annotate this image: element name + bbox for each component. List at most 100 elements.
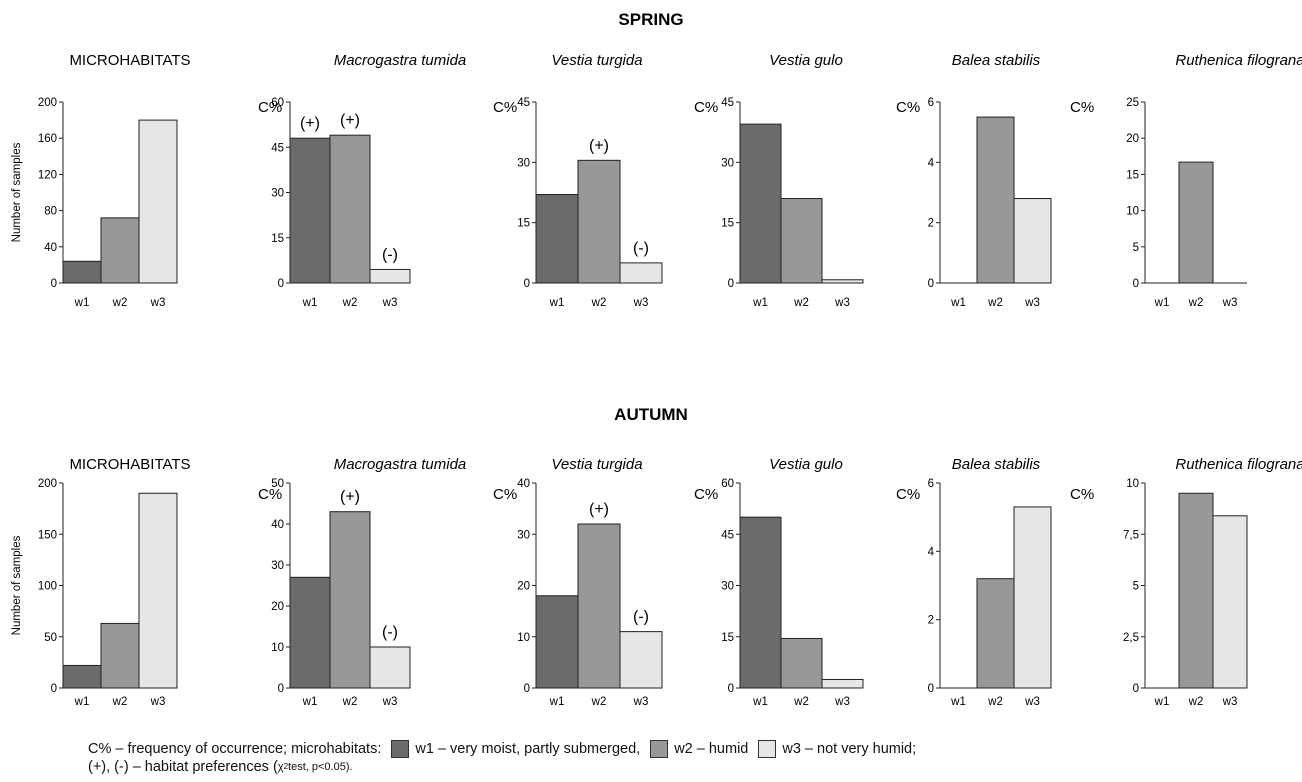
spring-macrogastra-tumida-annotation-w3: (-) [382, 246, 398, 263]
spring-balea-stabilis-ytick-label: 6 [928, 97, 934, 109]
autumn-ruthenica-filograna-xtick-w2: w2 [1188, 696, 1204, 708]
spring-macrogastra-tumida-xtick-w3: w3 [382, 297, 398, 309]
spring-balea-stabilis-bar-w3 [1013, 198, 1052, 284]
autumn-microhabitats-xtick-w1: w1 [74, 696, 90, 708]
spring-balea-stabilis-ytick-label: 2 [928, 218, 934, 230]
autumn-vestia-turgida-ytick-label: 30 [517, 529, 530, 541]
spring-balea-stabilis-xtick-w2: w2 [987, 297, 1003, 309]
autumn-microhabitats-title: MICROHABITATS [69, 456, 190, 473]
legend-swatch-w3 [758, 740, 777, 758]
legend-line-2: (+), (-) – habitat preferences (χ 2 test,… [88, 758, 916, 776]
autumn-microhabitats-ytick-label: 200 [38, 478, 57, 490]
spring-macrogastra-tumida-annotation-w1: (+) [300, 115, 320, 132]
autumn-microhabitats-ytick-label: 0 [51, 683, 57, 695]
autumn-macrogastra-tumida-annotation-w2: (+) [340, 489, 360, 506]
legend-preferences: (+), (-) – habitat preferences ( [88, 759, 278, 775]
spring-vestia-turgida-xtick-w2: w2 [591, 297, 607, 309]
autumn-ruthenica-filograna-title: Ruthenica filograna [1175, 456, 1302, 473]
autumn-microhabitats-bar-w1 [62, 664, 102, 689]
autumn-macrogastra-tumida-ytick-label: 0 [278, 683, 284, 695]
spring-macrogastra-tumida-ytick-label: 0 [278, 278, 284, 290]
spring-macrogastra-tumida-ytick-label: 15 [271, 233, 284, 245]
autumn-microhabitats-xtick-w3: w3 [150, 696, 166, 708]
autumn-vestia-turgida-annotation-w3: (-) [633, 609, 649, 626]
autumn-balea-stabilis-ytick-label: 4 [928, 546, 935, 558]
spring-balea-stabilis-xtick-w3: w3 [1024, 297, 1040, 309]
autumn-microhabitats-ytick-label: 50 [44, 632, 57, 644]
spring-microhabitats-ytick-label: 200 [38, 97, 57, 109]
autumn-ruthenica-filograna-xtick-w3: w3 [1222, 696, 1238, 708]
spring-ruthenica-filograna-ytick-label: 5 [1133, 242, 1139, 254]
autumn-macrogastra-tumida-bar-w1 [289, 576, 331, 689]
autumn-macrogastra-tumida-ytick-label: 50 [271, 478, 284, 490]
autumn-vestia-turgida-ytick-label: 20 [517, 581, 530, 593]
spring-vestia-turgida-bar-w2 [577, 159, 621, 284]
autumn-vestia-gulo-ylabel: C% [694, 486, 718, 503]
spring-vestia-gulo-ytick-label: 45 [721, 97, 734, 109]
autumn-balea-stabilis-xtick-w1: w1 [950, 696, 966, 708]
spring-microhabitats-bar-w3 [138, 119, 178, 284]
autumn-vestia-turgida-bar-w3 [619, 631, 663, 689]
spring-vestia-gulo-xtick-w2: w2 [793, 297, 809, 309]
spring-vestia-gulo-bar-w1 [739, 123, 782, 284]
legend-swatch-w1 [391, 740, 410, 758]
autumn-microhabitats-bar-w3 [138, 492, 178, 689]
spring-vestia-gulo-ytick-label: 0 [728, 278, 734, 290]
autumn-microhabitats-xtick-w2: w2 [112, 696, 128, 708]
autumn-ruthenica-filograna-ytick-label: 2,5 [1123, 632, 1139, 644]
autumn-microhabitats-ylabel: Number of samples [11, 535, 23, 635]
autumn-macrogastra-tumida-ytick-label: 20 [271, 601, 284, 613]
spring-macrogastra-tumida-bar-w3 [369, 268, 411, 284]
spring-microhabitats-bar-w1 [62, 260, 102, 284]
autumn-balea-stabilis-ytick-label: 6 [928, 478, 934, 490]
autumn-macrogastra-tumida-annotation-w3: (-) [382, 624, 398, 641]
autumn-vestia-turgida-title: Vestia turgida [551, 456, 642, 473]
spring-macrogastra-tumida-ytick-label: 45 [271, 142, 284, 154]
autumn-vestia-gulo-bar-w3 [821, 678, 864, 689]
autumn-balea-stabilis-title: Balea stabilis [952, 456, 1041, 473]
autumn-ruthenica-filograna-ytick-label: 10 [1126, 478, 1139, 490]
autumn-vestia-gulo-xtick-w2: w2 [793, 696, 809, 708]
spring-vestia-turgida-xtick-w1: w1 [549, 297, 565, 309]
figure-svg: SPRING AUTUMN MICROHABITATS Number of sampl… [11, 10, 1302, 708]
spring-balea-stabilis-ytick-label: 4 [928, 157, 935, 169]
legend: C% – frequency of occurrence; microhabit… [88, 740, 916, 776]
legend-chi: χ [277, 761, 284, 773]
spring-macrogastra-tumida-ytick-label: 60 [271, 97, 284, 109]
spring-vestia-turgida-annotation-w2: (+) [589, 137, 609, 154]
autumn-ruthenica-filograna-ytick-label: 7,5 [1123, 529, 1139, 541]
spring-ruthenica-filograna-xtick-w2: w2 [1188, 297, 1204, 309]
autumn-ruthenica-filograna-bar-w3 [1212, 515, 1248, 689]
autumn-vestia-gulo-ytick-label: 60 [721, 478, 734, 490]
autumn-balea-stabilis-ytick-label: 0 [928, 683, 934, 695]
autumn-vestia-gulo-ytick-label: 0 [728, 683, 734, 695]
spring-ruthenica-filograna-ylabel: C% [1070, 99, 1094, 116]
autumn-macrogastra-tumida-xtick-w2: w2 [342, 696, 358, 708]
autumn-vestia-turgida-xtick-w3: w3 [633, 696, 649, 708]
autumn-balea-stabilis-ytick-label: 2 [928, 615, 934, 627]
spring-ruthenica-filograna-title: Ruthenica filograna [1175, 52, 1302, 69]
spring-vestia-gulo-bar-w2 [780, 198, 823, 284]
autumn-ruthenica-filograna-xtick-w1: w1 [1154, 696, 1170, 708]
spring-ruthenica-filograna-ytick-label: 20 [1126, 133, 1139, 145]
spring-vestia-gulo-xtick-w1: w1 [752, 297, 768, 309]
spring-macrogastra-tumida-title: Macrogastra tumida [334, 52, 467, 69]
legend-chi-sup: 2 [283, 762, 289, 771]
spring-microhabitats-xtick-w3: w3 [150, 297, 166, 309]
spring-vestia-turgida-bar-w1 [535, 194, 579, 284]
autumn-vestia-gulo-bar-w1 [739, 516, 782, 689]
autumn-vestia-turgida-xtick-w2: w2 [591, 696, 607, 708]
autumn-vestia-turgida-xtick-w1: w1 [549, 696, 565, 708]
spring-vestia-gulo-bar-w3 [821, 279, 864, 284]
autumn-microhabitats-ytick-label: 150 [38, 529, 57, 541]
spring-vestia-turgida-ytick-label: 15 [517, 218, 530, 230]
spring-macrogastra-tumida-annotation-w2: (+) [340, 112, 360, 129]
autumn-macrogastra-tumida-xtick-w1: w1 [302, 696, 318, 708]
autumn-vestia-gulo-ytick-label: 30 [721, 581, 734, 593]
legend-test: test, p<0.05). [288, 761, 353, 773]
spring-macrogastra-tumida-bar-w1 [289, 137, 331, 284]
autumn-vestia-gulo-bar-w2 [780, 637, 823, 689]
legend-w2-label: w2 – humid [674, 741, 749, 757]
autumn-balea-stabilis-xtick-w2: w2 [987, 696, 1003, 708]
